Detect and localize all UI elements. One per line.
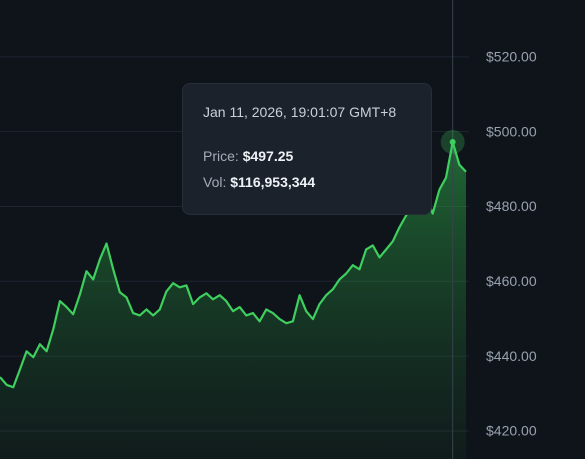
y-tick-label: $460.00	[486, 273, 537, 289]
tooltip-label: Price:	[203, 148, 239, 164]
line	[0, 140, 467, 389]
area	[0, 142, 466, 459]
tooltip-value: $497.25	[242, 148, 294, 164]
y-tick-label: $500.00	[486, 123, 537, 139]
y-tick-label: $420.00	[486, 423, 537, 439]
y-tick-label: $480.00	[486, 198, 537, 214]
hover-point	[449, 138, 456, 145]
tooltip-row: Price: $497.25	[203, 148, 411, 164]
tooltip-title: Jan 11, 2026, 19:01:07 GMT+8	[203, 104, 397, 120]
y-tick-label: $440.00	[486, 348, 537, 364]
tooltip-label: Vol:	[203, 174, 227, 190]
y-tick-label: $520.00	[486, 49, 537, 65]
tooltip: Jan 11, 2026, 19:01:07 GMT+8 Price: $497…	[182, 83, 432, 215]
tooltip-value: $116,953,344	[230, 174, 316, 190]
tooltip-row: Vol: $116,953,344	[203, 174, 411, 190]
